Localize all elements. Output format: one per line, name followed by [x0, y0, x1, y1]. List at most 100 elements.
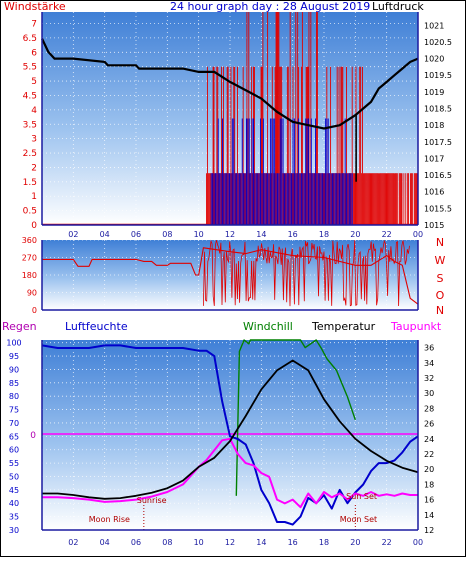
rain-axis-label: Regen: [2, 320, 37, 333]
event-annotation: Moon Rise: [89, 515, 130, 524]
x-tick-label: 20: [350, 538, 360, 547]
humidity-tick-label: 75: [9, 406, 19, 415]
chart-title: 24 hour graph day : 28 August 2019: [170, 0, 370, 13]
x-tick-label: 14: [256, 538, 266, 547]
temperature-tick-label: 24: [424, 435, 434, 444]
wind-tick-label: 1.5: [23, 178, 37, 188]
direction-tick-label: 0: [32, 306, 37, 315]
humidity-tick-label: 90: [9, 365, 19, 374]
x-tick-label: 18: [319, 538, 329, 547]
humidity-tick-label: 30: [9, 526, 19, 535]
compass-label: N: [436, 236, 444, 249]
pressure-tick-label: 1018.5: [424, 105, 452, 114]
axes: [41, 12, 419, 531]
pressure-tick-label: 1017: [424, 154, 444, 163]
x-tick-label: 06: [131, 230, 141, 239]
pressure-tick-label: 1021: [424, 21, 444, 30]
direction-tick-label: 180: [22, 271, 37, 280]
x-tick-label: 06: [131, 538, 141, 547]
wind-tick-label: 7: [31, 20, 37, 30]
temperature-tick-label: 26: [424, 420, 434, 429]
wind-tick-label: 4.5: [23, 91, 37, 101]
humidity-tick-label: 45: [9, 486, 19, 495]
humidity-tick-label: 80: [9, 392, 19, 401]
x-tick-label: 20: [350, 230, 360, 239]
pressure-tick-label: 1019.5: [424, 71, 452, 80]
x-tick-label: 16: [288, 538, 298, 547]
temperature-tick-label: 30: [424, 389, 434, 398]
x-tick-label: 10: [194, 230, 204, 239]
x-tick-label: 16: [288, 230, 298, 239]
humidity-tick-label: 65: [9, 432, 19, 441]
humidity-tick-label: 35: [9, 513, 19, 522]
legend-temperature: Temperatur: [311, 320, 376, 333]
humidity-line: [41, 344, 419, 526]
temperature-tick-label: 22: [424, 450, 434, 459]
wind-tick-label: 4: [31, 106, 37, 116]
wind-tick-label: 0.5: [23, 207, 37, 217]
x-tick-label: 12: [225, 230, 235, 239]
pressure-axis-label: Luftdruck: [372, 0, 424, 13]
x-tick-label: 04: [100, 538, 110, 547]
temperature-tick-label: 36: [424, 344, 434, 353]
wind-tick-label: 2.5: [23, 149, 37, 159]
wind-tick-label: 3: [31, 135, 37, 145]
x-tick-label: 02: [68, 538, 78, 547]
direction-tick-label: 90: [27, 289, 37, 298]
humidity-tick-label: 50: [9, 472, 19, 481]
temperature-tick-label: 18: [424, 480, 434, 489]
event-annotation: Sunrise: [137, 496, 167, 505]
pressure-line: [41, 38, 419, 130]
x-tick-label: 10: [194, 538, 204, 547]
humidity-axis-label: Luftfeuchte: [65, 320, 128, 333]
temperature-tick-label: 12: [424, 526, 434, 535]
temperature-tick-label: 32: [424, 374, 434, 383]
wind-tick-label: 5: [31, 77, 37, 87]
pressure-tick-label: 1017.5: [424, 138, 452, 147]
pressure-tick-label: 1015.5: [424, 204, 452, 213]
x-tick-label: 08: [162, 538, 172, 547]
x-tick-label: 08: [162, 230, 172, 239]
direction-tick-label: 270: [22, 254, 37, 263]
x-tick-label: 18: [319, 230, 329, 239]
temperature-tick-label: 14: [424, 511, 434, 520]
wind-tick-label: 2: [31, 163, 37, 173]
legend-dewpoint: Taupunkt: [390, 320, 442, 333]
x-tick-label: 02: [68, 230, 78, 239]
humidity-tick-label: 70: [9, 419, 19, 428]
temperature-tick-label: 16: [424, 496, 434, 505]
humidity-tick-label: 100: [6, 339, 21, 348]
humidity-tick-label: 55: [9, 459, 19, 468]
pressure-tick-label: 1020.5: [424, 38, 452, 47]
wind-tick-label: 0: [31, 221, 37, 231]
legend-windchill: Windchill: [243, 320, 293, 333]
x-tick-label: 00: [413, 230, 423, 239]
humidity-tick-label: 40: [9, 499, 19, 508]
windchill-line: [235, 339, 356, 496]
temperature-tick-label: 28: [424, 404, 434, 413]
pressure-tick-label: 1016: [424, 188, 444, 197]
pressure-tick-label: 1019: [424, 88, 444, 97]
temperature-tick-label: 20: [424, 465, 434, 474]
event-annotation: Sun Set: [346, 492, 377, 501]
x-tick-label: 12: [225, 538, 235, 547]
humidity-tick-label: 85: [9, 379, 19, 388]
wind-axis-label: Windstärke: [4, 0, 66, 13]
x-tick-label: 14: [256, 230, 266, 239]
compass-label: S: [437, 272, 444, 285]
wind-tick-label: 6: [31, 48, 37, 58]
temperature-line: [42, 359, 419, 500]
wind-tick-label: 6.5: [23, 34, 37, 44]
event-annotation: Moon Set: [340, 515, 377, 524]
wind-tick-label: 3.5: [23, 120, 37, 130]
x-tick-label: 22: [382, 538, 392, 547]
compass-label: N: [436, 304, 444, 317]
wind-direction-line: [42, 247, 419, 305]
temperature-tick-label: 34: [424, 359, 434, 368]
wind-direction-noise: [203, 239, 410, 307]
pressure-tick-label: 1020: [424, 55, 444, 64]
pressure-tick-label: 1016.5: [424, 171, 452, 180]
rain-zero-label: 0: [30, 431, 36, 441]
